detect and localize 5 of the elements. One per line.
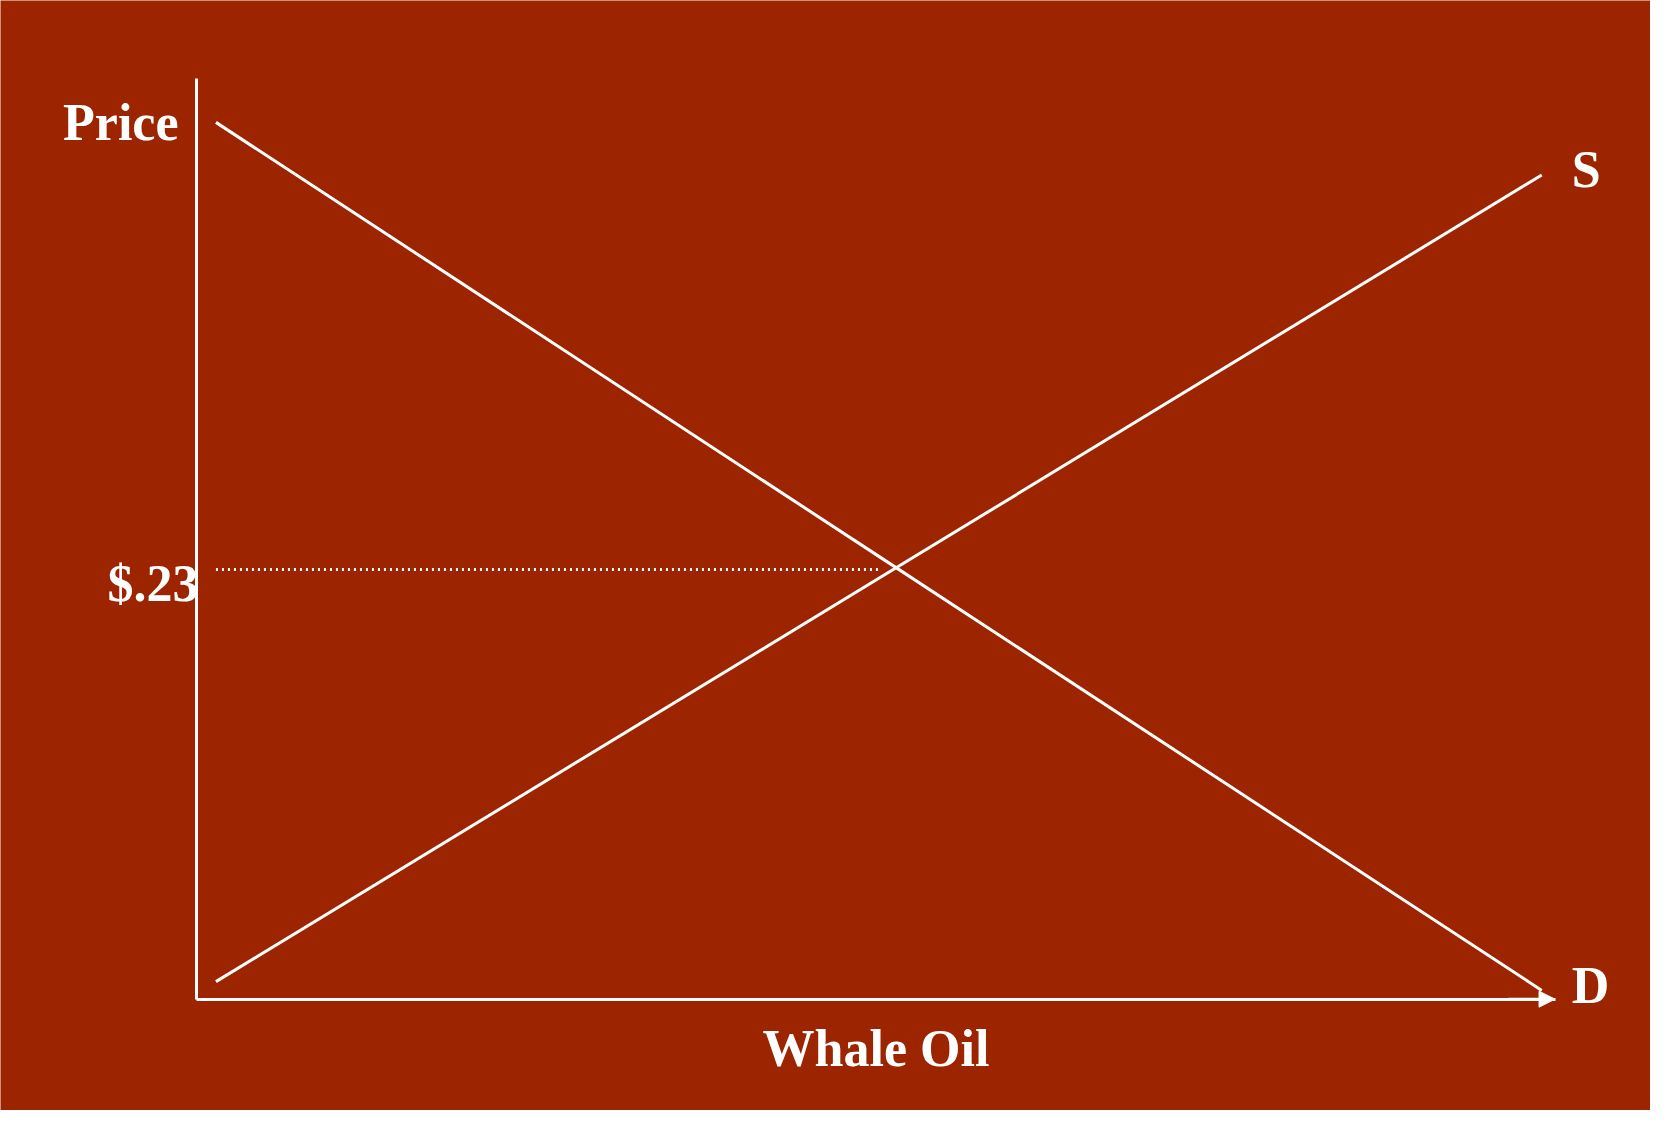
y-axis-title: Price — [63, 93, 179, 151]
annotation: $.23 — [107, 555, 199, 612]
legend-label: D — [1571, 956, 1610, 1014]
series-label: S — [1571, 141, 1601, 199]
x-axis-title: Whale Oil — [762, 1019, 990, 1077]
